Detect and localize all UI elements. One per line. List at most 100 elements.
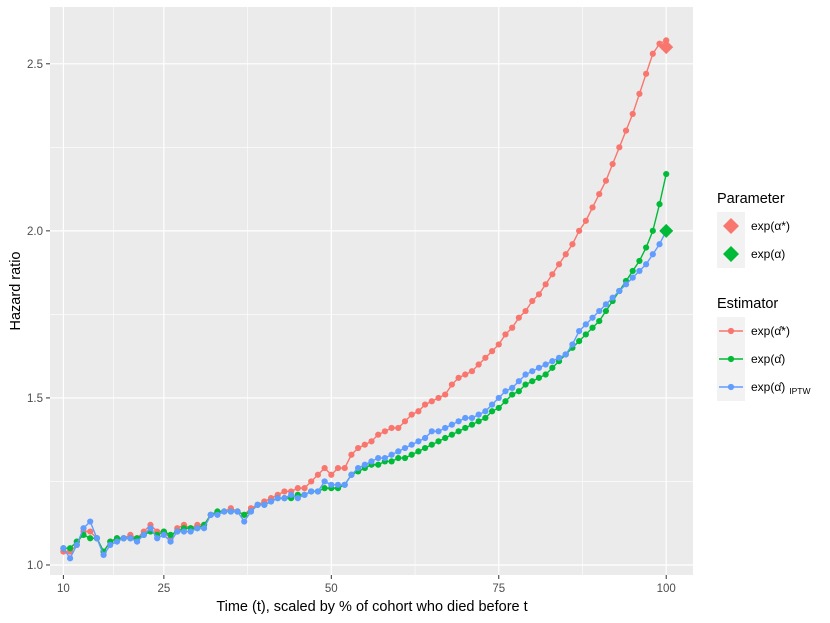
data-point	[301, 485, 308, 492]
data-point	[649, 251, 656, 258]
data-point	[314, 471, 322, 478]
data-point	[462, 424, 469, 432]
data-point	[529, 378, 536, 385]
data-point	[375, 461, 382, 468]
data-point	[214, 511, 221, 518]
data-point	[381, 428, 388, 435]
data-point	[368, 458, 375, 465]
data-point	[549, 271, 556, 278]
data-point	[401, 454, 409, 462]
data-point	[154, 535, 161, 542]
data-point	[475, 418, 482, 425]
data-point	[421, 401, 429, 408]
data-point	[462, 371, 469, 378]
y-tick-label: 2.5	[27, 59, 43, 71]
data-point	[442, 434, 449, 442]
data-point	[468, 368, 476, 375]
data-point	[80, 525, 87, 532]
data-point	[596, 191, 603, 198]
estimator-legend-point	[727, 355, 735, 363]
data-point	[361, 441, 368, 448]
data-point	[582, 331, 589, 338]
data-point	[401, 418, 409, 425]
data-point	[442, 424, 449, 432]
data-point	[656, 241, 663, 248]
data-point	[428, 441, 435, 448]
data-point	[562, 351, 569, 358]
parameter-legend-label-1: exp(α*)	[751, 219, 790, 233]
data-point	[455, 418, 462, 425]
data-point	[643, 244, 650, 251]
data-point	[348, 451, 355, 458]
data-point	[321, 464, 328, 472]
data-point	[321, 478, 328, 485]
data-point	[482, 414, 489, 422]
data-point	[187, 528, 194, 535]
estimator-legend-label-3-main: exp(α̂)	[751, 380, 785, 394]
data-point	[569, 341, 576, 348]
estimator-legend-point	[727, 327, 735, 335]
data-point	[133, 538, 141, 545]
data-point	[227, 508, 234, 515]
data-point	[294, 485, 301, 492]
data-point	[576, 227, 583, 234]
data-point	[555, 354, 563, 361]
parameter-legend-title: Parameter	[717, 191, 785, 207]
data-point	[415, 408, 422, 415]
parameter-legend: Parameter exp(α*) exp(α)	[717, 191, 790, 268]
data-point	[515, 388, 522, 395]
data-point	[509, 384, 516, 391]
data-point	[341, 464, 348, 472]
data-point	[629, 267, 636, 275]
data-point	[616, 144, 623, 151]
data-point	[535, 291, 543, 298]
data-point	[549, 364, 556, 371]
data-point	[462, 414, 469, 422]
data-point	[247, 508, 255, 515]
data-point	[522, 307, 529, 315]
data-point	[482, 408, 489, 415]
data-point	[529, 297, 536, 305]
y-tick-label: 2.0	[27, 226, 43, 238]
data-point	[241, 518, 248, 525]
data-point	[475, 411, 482, 418]
data-point	[488, 408, 496, 415]
data-point	[308, 478, 315, 485]
estimator-legend-label-1: exp(α̂*)	[751, 324, 790, 338]
data-point	[321, 485, 328, 492]
data-point	[582, 321, 589, 328]
data-point	[535, 374, 543, 381]
data-point	[395, 454, 402, 462]
data-point	[167, 538, 174, 545]
data-point	[649, 50, 656, 57]
data-point	[522, 381, 529, 388]
data-point	[442, 391, 449, 398]
y-tick-label: 1.5	[27, 393, 43, 405]
data-point	[207, 511, 214, 518]
data-point	[643, 261, 650, 268]
data-point	[589, 324, 596, 331]
data-point	[636, 90, 643, 97]
data-point	[468, 421, 476, 428]
data-point	[113, 538, 121, 545]
data-point	[428, 428, 435, 435]
data-point	[294, 495, 301, 502]
data-point	[348, 471, 355, 478]
data-point	[488, 401, 496, 408]
data-point	[87, 535, 94, 542]
data-point	[509, 391, 516, 398]
data-point	[388, 424, 395, 432]
data-point	[589, 204, 596, 211]
data-point	[609, 160, 616, 168]
parameter-legend-keys	[723, 218, 739, 262]
data-point	[555, 261, 563, 268]
parameter-diamond-2	[659, 223, 674, 238]
data-point	[274, 495, 281, 502]
data-point	[435, 428, 442, 435]
data-point	[301, 491, 308, 498]
data-point	[375, 431, 382, 438]
data-point	[328, 481, 335, 488]
data-point	[468, 414, 476, 422]
data-point	[515, 378, 522, 385]
data-point	[174, 528, 181, 535]
